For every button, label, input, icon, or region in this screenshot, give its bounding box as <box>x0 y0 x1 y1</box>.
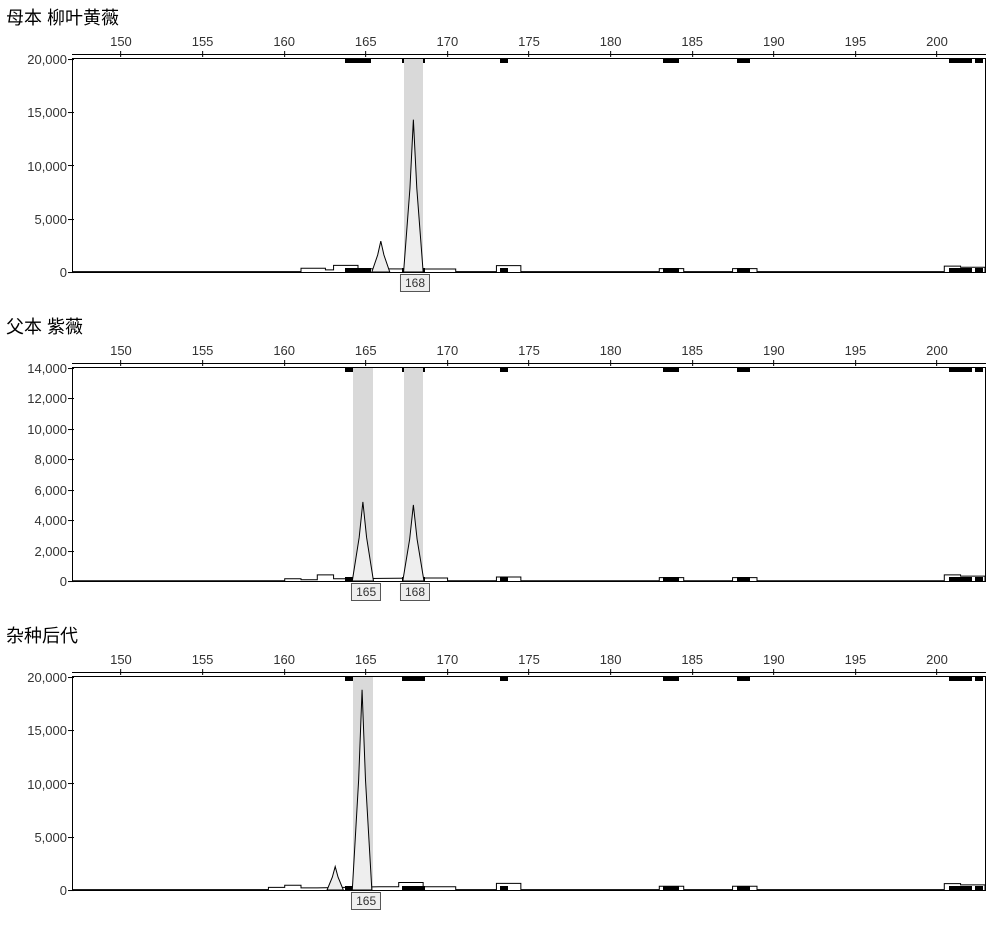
xtick: 150 <box>110 34 132 57</box>
xaxis-top: 150 155 160 165 170 175 180 185 190 195 200 <box>72 343 986 367</box>
panel-mother: 母本 柳叶黄薇 150 155 160 165 170 175 180 185 190 195 200… <box>4 4 996 301</box>
xtick: 155 <box>192 343 214 366</box>
chart-father: 150 155 160 165 170 175 180 185 190 195 20002,0004… <box>72 343 986 610</box>
xaxis-top: 150 155 160 165 170 175 180 185 190 195 200 <box>72 34 986 58</box>
xtick: 190 <box>763 343 785 366</box>
xtick: 180 <box>600 34 622 57</box>
ytick: 20,000 <box>27 669 73 685</box>
xtick: 165 <box>355 34 377 57</box>
xtick: 195 <box>845 343 867 366</box>
xtick: 195 <box>845 34 867 57</box>
xtick: 170 <box>437 34 459 57</box>
panel-hybrid: 杂种后代15015516016517017518018519019520005,… <box>4 622 996 919</box>
ytick: 14,000 <box>27 360 73 376</box>
allele-calls: 165 168 <box>73 581 985 607</box>
plot-area: 05,00010,00015,00020,000165 <box>72 676 986 891</box>
electropherogram <box>73 59 985 272</box>
allele-calls: 165 <box>73 890 985 916</box>
xtick: 150 <box>110 652 132 675</box>
ytick: 12,000 <box>27 390 73 406</box>
ytick: 15,000 <box>27 722 73 738</box>
allele-call: 165 <box>351 892 381 910</box>
panel-title-father: 父本 紫薇 <box>6 313 996 339</box>
ytick: 20,000 <box>27 51 73 67</box>
ytick: 2,000 <box>34 543 73 559</box>
chart-hybrid: 150 155 160 165 170 175 180 185 190 195 20005,0001… <box>72 652 986 919</box>
xtick: 165 <box>355 652 377 675</box>
ytick: 5,000 <box>34 211 73 227</box>
allele-call: 165 <box>351 583 381 601</box>
allele-call: 168 <box>400 274 430 292</box>
xtick: 190 <box>763 652 785 675</box>
xtick: 175 <box>518 34 540 57</box>
xtick: 200 <box>926 34 948 57</box>
ytick: 10,000 <box>27 775 73 791</box>
xtick: 185 <box>681 34 703 57</box>
ytick: 8,000 <box>34 451 73 467</box>
xtick: 185 <box>681 652 703 675</box>
xaxis-top: 150 155 160 165 170 175 180 185 190 195 200 <box>72 652 986 676</box>
electropherogram <box>73 677 985 890</box>
xtick: 180 <box>600 343 622 366</box>
xtick: 190 <box>763 34 785 57</box>
allele-calls: 168 <box>73 272 985 298</box>
xtick: 170 <box>437 652 459 675</box>
panel-title-mother: 母本 柳叶黄薇 <box>6 4 996 30</box>
plot-area: 02,0004,0006,0008,00010,00012,00014,0001… <box>72 367 986 582</box>
xtick: 200 <box>926 343 948 366</box>
ytick: 4,000 <box>34 512 73 528</box>
xtick: 160 <box>273 343 295 366</box>
ytick: 10,000 <box>27 421 73 437</box>
ytick: 5,000 <box>34 829 73 845</box>
xtick: 160 <box>273 34 295 57</box>
ytick: 6,000 <box>34 482 73 498</box>
xtick: 175 <box>518 652 540 675</box>
ytick: 10,000 <box>27 157 73 173</box>
xtick: 180 <box>600 652 622 675</box>
xtick: 170 <box>437 343 459 366</box>
chart-mother: 150 155 160 165 170 175 180 185 190 195 20005,0001… <box>72 34 986 301</box>
xtick: 195 <box>845 652 867 675</box>
xtick: 165 <box>355 343 377 366</box>
xtick: 185 <box>681 343 703 366</box>
plot-area: 05,00010,00015,00020,000168 <box>72 58 986 273</box>
panel-father: 父本 紫薇15015516016517017518018519019520002… <box>4 313 996 610</box>
ytick: 0 <box>60 264 73 280</box>
ytick: 0 <box>60 882 73 898</box>
xtick: 155 <box>192 652 214 675</box>
xtick: 150 <box>110 343 132 366</box>
ytick: 0 <box>60 573 73 589</box>
xtick: 200 <box>926 652 948 675</box>
xtick: 160 <box>273 652 295 675</box>
ytick: 15,000 <box>27 104 73 120</box>
allele-call: 168 <box>400 583 430 601</box>
xtick: 175 <box>518 343 540 366</box>
panel-title-hybrid: 杂种后代 <box>6 622 996 648</box>
electropherogram <box>73 368 985 581</box>
xtick: 155 <box>192 34 214 57</box>
